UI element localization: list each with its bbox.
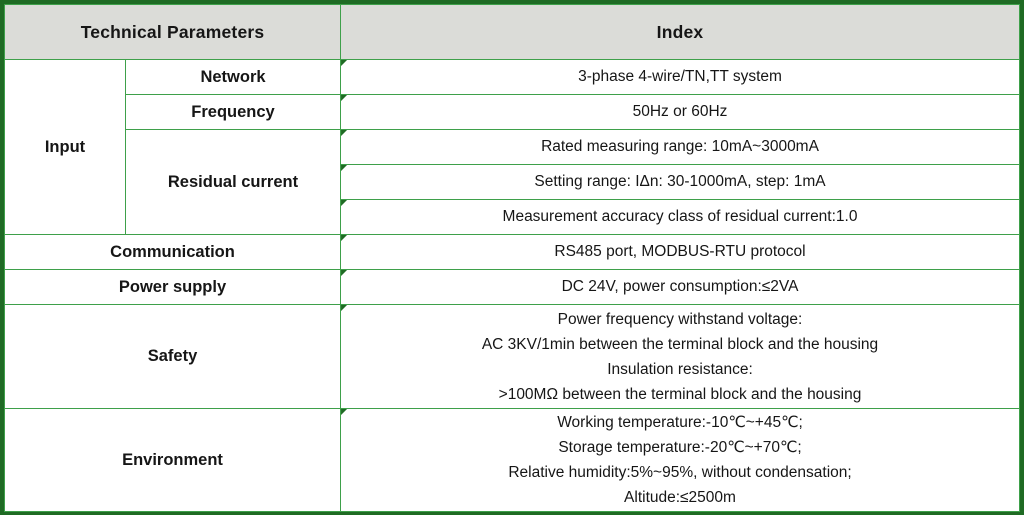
safety-line-2: AC 3KV/1min between the terminal block a… [481, 335, 879, 353]
cell-frequency-label: Frequency [124, 94, 342, 130]
row-communication: Communication RS485 port, MODBUS-RTU pro… [3, 234, 1020, 270]
cell-network-value: 3-phase 4-wire/TN,TT system [340, 59, 1020, 95]
cell-power-supply-label: Power supply [3, 269, 342, 305]
cell-communication-value: RS485 port, MODBUS-RTU protocol [340, 234, 1020, 270]
cell-environment-label: Environment [3, 408, 342, 512]
safety-line-4: >100MΩ between the terminal block and th… [498, 385, 862, 403]
cell-environment-value: Working temperature:-10℃~+45℃; Storage t… [340, 408, 1020, 512]
cell-safety-label: Safety [3, 304, 342, 409]
environment-line-3: Relative humidity:5%~95%, without conden… [508, 464, 852, 481]
cell-frequency-value: 50Hz or 60Hz [340, 94, 1020, 130]
row-frequency: Frequency 50Hz or 60Hz [5, 94, 1020, 130]
safety-line-3: Insulation resistance: [607, 360, 753, 378]
cell-residual-setting-range-value: Setting range: IΔn: 30-1000mA, step: 1mA [340, 164, 1020, 200]
cell-input-label: Input [4, 59, 126, 235]
row-residual-rated-range: Residual current Rated measuring range: … [5, 129, 1020, 235]
row-network: Input Network 3-phase 4-wire/TN,TT syste… [4, 59, 1020, 235]
row-residual-accuracy: Measurement accuracy class of residual c… [5, 199, 1020, 235]
cell-residual-accuracy-value: Measurement accuracy class of residual c… [340, 199, 1020, 235]
header-technical-parameters: Technical Parameters [3, 4, 342, 60]
header-row: Technical Parameters Index [3, 4, 1020, 60]
row-residual-setting-range: Setting range: IΔn: 30-1000mA, step: 1mA [5, 164, 1020, 200]
safety-line-1: Power frequency withstand voltage: [557, 310, 803, 328]
environment-line-4: Altitude:≤2500m [624, 489, 736, 506]
environment-line-2: Storage temperature:-20℃~+70℃; [558, 439, 802, 456]
row-safety: Safety Power frequency withstand voltage… [3, 304, 1020, 409]
environment-line-1: Working temperature:-10℃~+45℃; [557, 414, 803, 431]
cell-power-supply-value: DC 24V, power consumption:≤2VA [340, 269, 1020, 305]
cell-residual-rated-range-value: Rated measuring range: 10mA~3000mA [340, 129, 1020, 165]
row-power-supply: Power supply DC 24V, power consumption:≤… [3, 269, 1020, 305]
cell-safety-value: Power frequency withstand voltage: AC 3K… [340, 304, 1020, 409]
row-environment: Environment Working temperature:-10℃~+45… [3, 408, 1020, 512]
header-index: Index [340, 4, 1020, 60]
cell-communication-label: Communication [3, 234, 342, 270]
cell-network-label: Network [124, 59, 342, 95]
technical-parameters-table: Technical Parameters Index Input Network… [3, 4, 1020, 512]
cell-residual-current-label: Residual current [124, 129, 342, 235]
